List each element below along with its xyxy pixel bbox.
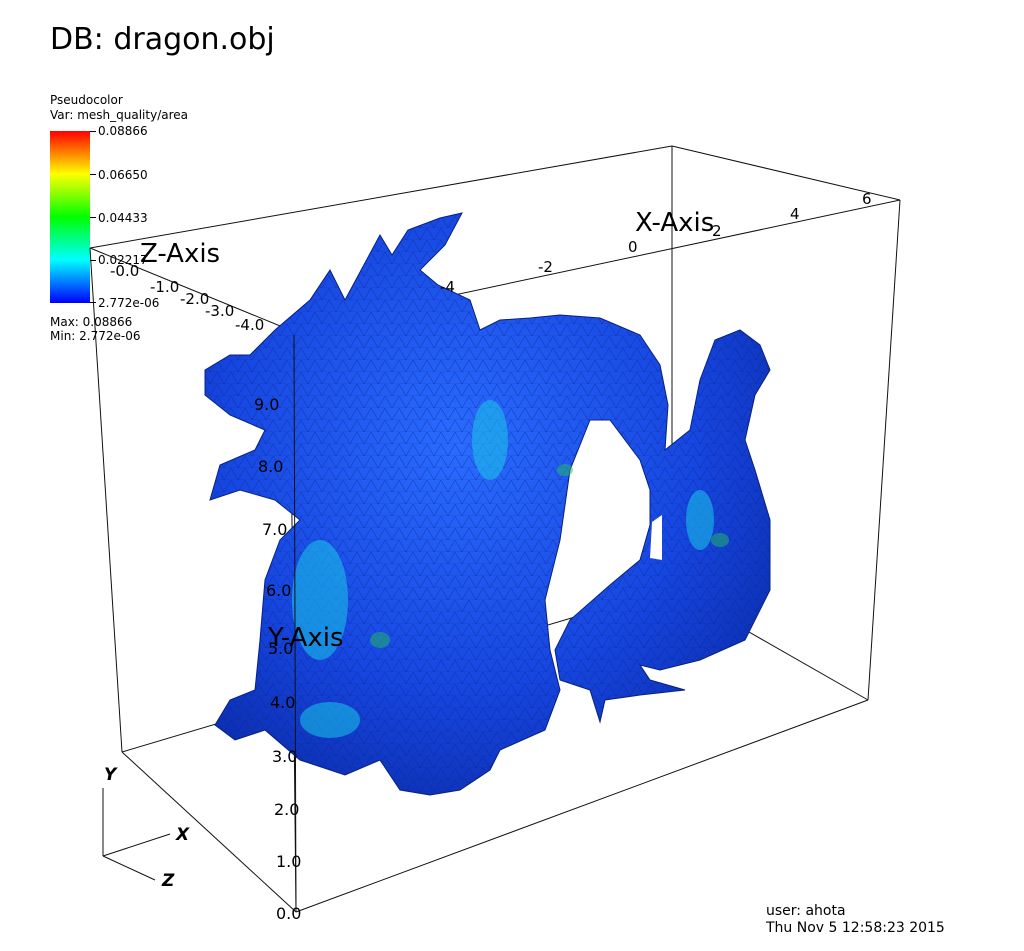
colorbar: [50, 131, 90, 303]
legend-variable: Var: mesh_quality/area: [50, 108, 188, 122]
z-tick-label: -0.0: [110, 262, 139, 280]
z-tick-label: -3.0: [205, 302, 234, 320]
colorbar-tick-label: 2.772e-06: [98, 296, 160, 310]
dragon-mesh[interactable]: [204, 212, 771, 796]
x-tick-label: 4: [790, 205, 800, 223]
legend-plot-type: Pseudocolor: [50, 93, 123, 107]
colorbar-tick-label: 0.08866: [98, 124, 148, 138]
y-tick-label: 3.0: [272, 747, 297, 766]
legend-max: Max: 0.08866: [50, 315, 133, 329]
x-tick-label: -4: [440, 278, 455, 296]
pseudocolor-legend: Pseudocolor Var: mesh_quality/area 0.088…: [50, 93, 310, 353]
colorbar-tick-label: 0.04433: [98, 211, 148, 225]
y-tick-label: 6.0: [266, 581, 291, 600]
x-tick-label: 6: [862, 190, 872, 208]
z-axis-ticks: -0.0 -1.0 -2.0 -3.0 -4.0: [110, 262, 264, 334]
user-name: user: ahota: [766, 903, 846, 919]
z-tick-label: -1.0: [150, 278, 179, 296]
x-axis-ticks: -4 -2 0 2 4 6: [440, 190, 872, 296]
y-tick-label: 1.0: [276, 852, 301, 871]
x-tick-label: 2: [712, 222, 722, 240]
user-info: user: ahota Thu Nov 5 12:58:23 2015: [766, 903, 945, 937]
render-timestamp: Thu Nov 5 12:58:23 2015: [766, 920, 945, 936]
y-axis-title: Y-Axis: [267, 623, 344, 653]
z-axis-title: Z-Axis: [140, 239, 220, 269]
x-tick-label: -2: [538, 258, 553, 276]
y-tick-label: 5.0: [268, 639, 293, 658]
z-tick-label: -4.0: [235, 316, 264, 334]
y-tick-label: 8.0: [258, 457, 283, 476]
x-axis-title: X-Axis: [635, 208, 714, 238]
triad-x-label: X: [175, 825, 190, 845]
y-tick-label: 2.0: [274, 800, 299, 819]
x-tick-label: 0: [628, 238, 638, 256]
y-tick-label: 4.0: [270, 693, 295, 712]
y-tick-label: 7.0: [262, 520, 287, 539]
colorbar-tick-label: 0.06650: [98, 168, 148, 182]
triad-z-label: Z: [161, 871, 175, 891]
database-title: DB: dragon.obj: [50, 22, 275, 57]
y-tick-label: 9.0: [254, 395, 279, 414]
z-tick-label: -2.0: [180, 290, 209, 308]
y-axis-ticks: 0.0 1.0 2.0 3.0 4.0 5.0 6.0 7.0 8.0 9.0: [254, 395, 301, 923]
axis-triad: [102, 788, 171, 881]
y-tick-label: 0.0: [276, 904, 301, 923]
triad-y-label: Y: [104, 765, 118, 785]
